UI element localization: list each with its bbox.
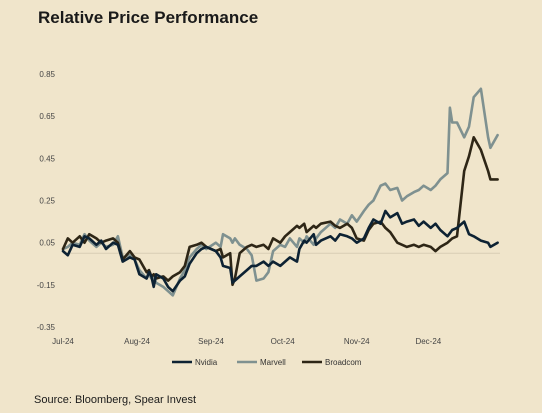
y-axis-ticks: 0.85 0.65 0.45 0.25 0.05 -0.15 -0.35 [37, 70, 56, 332]
legend-label-broadcom: Broadcom [325, 358, 362, 367]
series-line-broadcom [61, 136, 499, 287]
series-layer [61, 87, 499, 297]
x-tick-label: Dec-24 [415, 337, 441, 346]
x-tick-label: Jul-24 [52, 337, 74, 346]
y-tick-label: 0.25 [39, 197, 55, 206]
x-tick-label: Nov-24 [344, 337, 370, 346]
legend-label-nvidia: Nvidia [195, 358, 218, 367]
legend-label-marvell: Marvell [260, 358, 286, 367]
source-note: Source: Bloomberg, Spear Invest [34, 394, 197, 406]
y-tick-label: 0.85 [39, 70, 55, 79]
y-tick-label: -0.15 [37, 281, 56, 290]
y-tick-label: 0.45 [39, 154, 55, 163]
chart-title: Relative Price Performance [38, 8, 259, 27]
y-tick-label: -0.35 [37, 323, 56, 332]
series-line-nvidia [61, 209, 499, 293]
x-tick-label: Aug-24 [124, 337, 150, 346]
x-tick-label: Oct-24 [271, 337, 296, 346]
legend: Nvidia Marvell Broadcom [172, 358, 362, 367]
x-tick-label: Sep-24 [198, 337, 224, 346]
y-tick-label: 0.05 [39, 239, 55, 248]
x-axis-ticks: Jul-24 Aug-24 Sep-24 Oct-24 Nov-24 Dec-24 [52, 337, 442, 346]
y-tick-label: 0.65 [39, 112, 55, 121]
